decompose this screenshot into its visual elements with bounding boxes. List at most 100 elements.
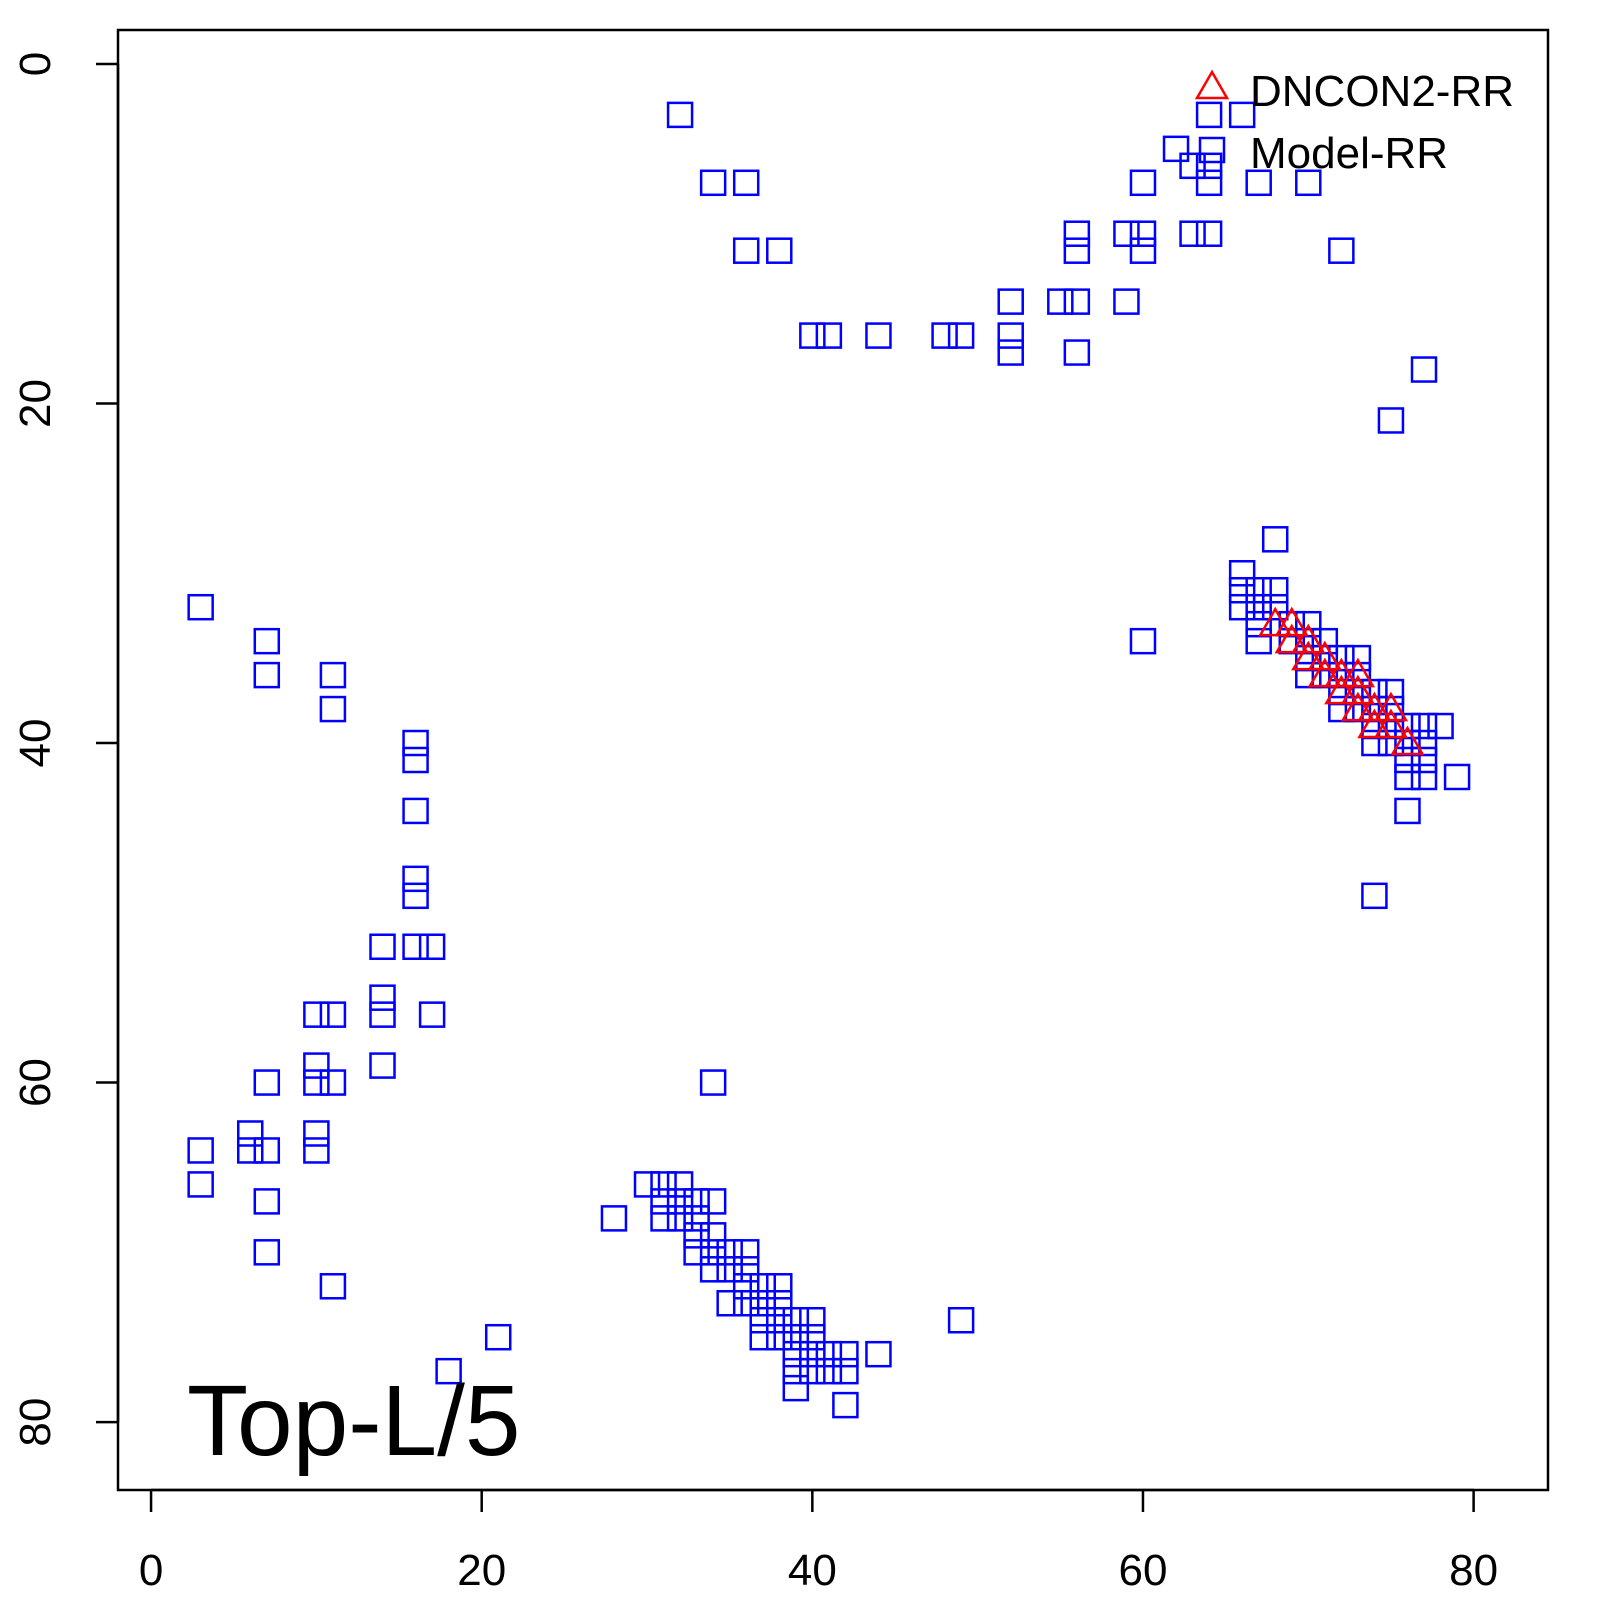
model-rr-point: [782, 1306, 810, 1334]
model-rr-point: [699, 1239, 727, 1266]
model-rr-point: [865, 1340, 892, 1368]
model-rr-point: [732, 1290, 760, 1317]
model-rr-point: [237, 1120, 264, 1147]
model-rr-point: [997, 288, 1024, 315]
x-axis: 0 20 40 60 80: [139, 1488, 1498, 1595]
model-rr-point: [319, 695, 347, 723]
model-rr-point: [1195, 152, 1223, 180]
legend: DNCON2-RR Model-RR: [1194, 67, 1514, 178]
model-rr-point: [732, 1273, 760, 1300]
model-rr-point: [1129, 220, 1157, 247]
model-rr-point: [402, 746, 429, 774]
model-rr-point: [253, 1137, 281, 1164]
model-rr-point: [782, 1374, 810, 1402]
model-rr-point: [187, 1137, 214, 1164]
model-rr-point: [749, 1290, 776, 1317]
dncon2-rr-point: [1357, 691, 1392, 722]
model-rr-point: [683, 1205, 710, 1232]
chart-annotation: Top-L/5: [187, 1365, 521, 1477]
model-rr-point: [633, 1171, 661, 1198]
x-tick-label: 60: [1118, 1546, 1167, 1595]
model-rr-points: [187, 101, 1471, 1419]
model-rr-point: [799, 1306, 826, 1334]
model-rr-point: [1443, 763, 1471, 791]
y-axis: 0 20 40 60 80: [11, 52, 120, 1447]
model-rr-point: [1245, 593, 1272, 621]
plot-frame: [116, 28, 1550, 1492]
dncon2-rr-point: [1274, 606, 1309, 637]
model-rr-point: [303, 1001, 330, 1028]
model-rr-point: [766, 1306, 793, 1334]
model-rr-point: [1394, 797, 1421, 825]
model-rr-point: [799, 1340, 826, 1368]
model-rr-point: [402, 933, 429, 960]
model-rr-point: [319, 1273, 347, 1300]
model-rr-point: [1162, 135, 1190, 163]
model-rr-point: [650, 1171, 677, 1198]
model-rr-point: [303, 1137, 330, 1164]
model-rr-point: [418, 1001, 446, 1028]
dncon2-rr-point: [1373, 708, 1409, 739]
model-rr-point: [782, 1323, 810, 1351]
dncon2-rr-points: [1258, 606, 1425, 756]
model-rr-point: [1063, 288, 1091, 315]
model-rr-point: [1228, 593, 1256, 621]
dncon2-rr-point: [1307, 640, 1342, 671]
dncon2-rr-point: [1291, 623, 1326, 654]
model-rr-point: [1113, 288, 1140, 315]
model-rr-point: [683, 1239, 710, 1266]
model-rr-point: [666, 1171, 694, 1198]
model-rr-point: [1129, 627, 1157, 655]
model-rr-point: [1377, 678, 1405, 706]
model-rr-point: [402, 797, 429, 825]
dncon2-rr-point: [1307, 657, 1342, 688]
model-rr-point: [369, 1001, 396, 1028]
model-rr-point: [1228, 101, 1256, 129]
model-rr-point: [1245, 627, 1272, 655]
dncon2-rr-point: [1390, 725, 1425, 756]
model-rr-point: [1063, 220, 1091, 247]
model-rr-point: [683, 1222, 710, 1249]
model-rr-point: [799, 1323, 826, 1351]
y-tick-label: 40: [11, 719, 60, 768]
model-rr-point: [766, 1273, 793, 1300]
model-rr-point: [832, 1340, 859, 1368]
model-rr-point: [1228, 576, 1256, 604]
y-tick-label: 20: [11, 379, 60, 428]
dncon2-rr-point: [1324, 674, 1359, 705]
model-rr-point: [716, 1239, 743, 1266]
model-rr-point: [732, 237, 760, 264]
model-rr-point: [1228, 560, 1256, 587]
x-tick-label: 80: [1449, 1546, 1498, 1595]
model-rr-point: [815, 322, 843, 349]
dncon2-rr-point: [1258, 606, 1293, 637]
model-rr-point: [832, 1391, 859, 1419]
dncon2-rr-point: [1340, 657, 1376, 688]
model-rr-point: [1245, 169, 1272, 197]
model-rr-point: [600, 1205, 628, 1232]
model-rr-point: [435, 1357, 462, 1385]
model-rr-point: [666, 101, 694, 129]
model-rr-point: [799, 322, 826, 349]
x-tick-label: 0: [139, 1546, 163, 1595]
model-rr-point: [253, 627, 281, 655]
model-rr-point: [666, 1188, 694, 1215]
model-rr-point: [732, 1256, 760, 1283]
model-rr-point: [947, 1306, 975, 1334]
model-rr-point: [716, 1256, 743, 1283]
model-rr-point: [1261, 526, 1289, 553]
model-rr-point: [997, 322, 1024, 349]
model-rr-point: [766, 1323, 793, 1351]
model-rr-point: [1427, 712, 1454, 740]
dncon2-rr-point: [1274, 623, 1309, 654]
model-rr-point: [683, 1188, 710, 1215]
y-tick-label: 0: [11, 52, 60, 76]
legend-label-model-rr: Model-RR: [1250, 129, 1448, 178]
model-rr-point: [749, 1306, 776, 1334]
model-rr-point: [815, 1357, 843, 1385]
model-rr-point: [1261, 576, 1289, 604]
model-rr-point: [1377, 407, 1405, 434]
model-rr-point: [1063, 339, 1091, 366]
